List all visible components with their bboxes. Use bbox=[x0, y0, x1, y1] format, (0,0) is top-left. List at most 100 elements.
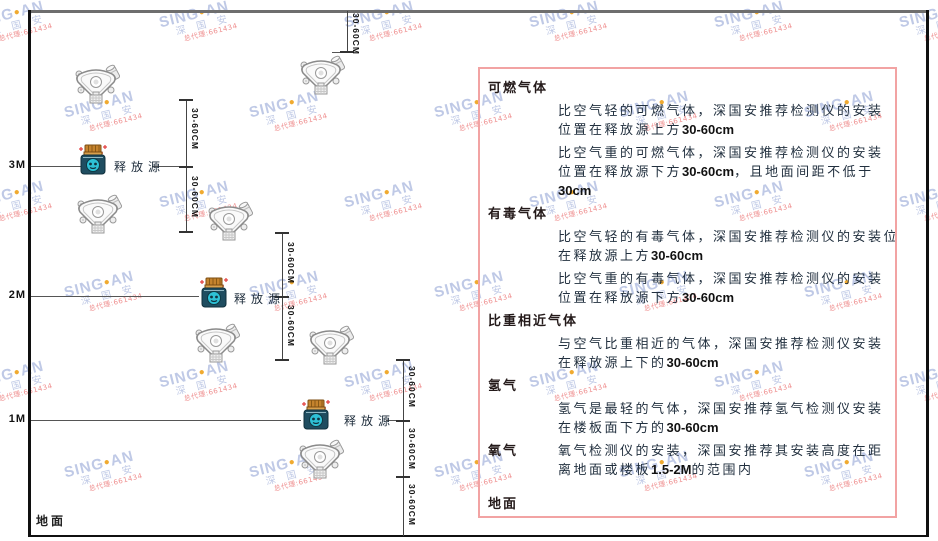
panel-section: 有毒气体 比空气轻的有毒气体，深国安推荐检测仪的安装位置 在释放源上方30-60cm… bbox=[488, 206, 895, 308]
panel-paragraph-line: 位置在释放源下方30-60cm，且地面间距不低于 bbox=[558, 164, 874, 180]
dimension-line-1m bbox=[403, 360, 404, 536]
watermark-brand: SING●AN bbox=[712, 0, 824, 31]
panel-section: 地面检测仪地面间距，深国安推荐在30-60cm，且不得小于30cm，因为过低容易… bbox=[488, 496, 889, 516]
leader-line-2m bbox=[31, 296, 199, 297]
watermark-brand: SING●AN bbox=[897, 349, 938, 391]
watermark-brand: SING●AN bbox=[0, 0, 46, 32]
watermark-brand: SING●AN bbox=[342, 349, 454, 392]
panel-paragraph-line: 比空气重的有毒气体，深国安推荐检测仪的安装 bbox=[558, 272, 884, 287]
watermark-dot-icon: ● bbox=[13, 366, 22, 378]
dimension-tick bbox=[275, 359, 289, 361]
watermark-agent-code: 总代理:661434 bbox=[183, 375, 272, 404]
dimension-tick bbox=[396, 359, 410, 361]
panel-section-heading: 比重相近气体 bbox=[488, 314, 579, 329]
panel-section-heading: 氢气 bbox=[488, 379, 519, 394]
watermark-brand: SING●AN bbox=[0, 169, 83, 212]
watermark-brand: SING●AN bbox=[342, 169, 454, 212]
gas-detector-icon bbox=[208, 201, 253, 241]
dimension-label: 30-60CM bbox=[286, 305, 296, 347]
panel-paragraph-line: 与空气比重相近的气体，深国安推荐检测仪安装 bbox=[558, 337, 884, 352]
panel-section-heading: 可燃气体 bbox=[488, 81, 549, 96]
ground-label: 地面 bbox=[36, 514, 67, 528]
panel-inline-section: 氧气 氧气检测仪的安装，深国安推荐其安装高度在距 离地面或楼板1.5-2M的范围内 bbox=[488, 443, 889, 480]
panel-paragraph-line: 离地面或楼板1.5-2M的范围内 bbox=[558, 462, 754, 478]
panel-paragraph-line: 位置在释放源下方30-60cm bbox=[558, 290, 735, 306]
panel-paragraph-line: 在释放源上下的30-60cm bbox=[558, 355, 719, 371]
dimension-label: 30-60CM bbox=[407, 366, 417, 408]
watermark-dot-icon: ● bbox=[383, 366, 392, 378]
watermark-agent-code: 总代理:661434 bbox=[183, 15, 272, 44]
leader-line-1m bbox=[31, 420, 301, 421]
release-source-icon bbox=[200, 277, 228, 308]
watermark-brand: SING●AN bbox=[62, 447, 136, 482]
axis-label-2m: 2M bbox=[8, 289, 26, 301]
dimension-label: 30-60CM bbox=[286, 242, 296, 284]
panel-paragraph-line: 30cm bbox=[558, 183, 592, 198]
panel-paragraph-line: 位置在释放源上方30-60cm bbox=[558, 122, 735, 138]
panel-paragraph: 氢气是最轻的气体，深国安推荐氢气检测仪安装 在楼板面下方的30-60cm bbox=[558, 401, 889, 438]
watermark-dot-icon: ● bbox=[12, 6, 23, 19]
release-source-label: 释放源 bbox=[114, 160, 166, 174]
watermark-cn: 深 国 安 bbox=[360, 184, 456, 217]
left-wall-line bbox=[28, 10, 31, 537]
panel-paragraph: 比空气轻的可燃气体，深国安推荐检测仪的安装 位置在释放源上方30-60cm bbox=[558, 103, 889, 140]
release-source-label: 释放源 bbox=[234, 292, 286, 306]
watermark-agent-code: 总代理:661434 bbox=[553, 15, 642, 44]
dimension-tick bbox=[275, 296, 289, 298]
panel-paragraph: 氧气检测仪的安装，深国安推荐其安装高度在距 离地面或楼板1.5-2M的范围内 bbox=[558, 443, 884, 480]
watermark-brand: SING●AN bbox=[527, 0, 639, 31]
installation-notes-body: 可燃气体 比空气轻的可燃气体，深国安推荐检测仪的安装 位置在释放源上方30-60cm… bbox=[488, 80, 895, 516]
watermark-dot-icon: ● bbox=[13, 186, 22, 198]
watermark-dot-icon: ● bbox=[288, 96, 297, 108]
watermark-dot-icon: ● bbox=[198, 366, 207, 378]
dimension-tick bbox=[179, 166, 193, 168]
watermark-dot-icon: ● bbox=[103, 276, 112, 288]
watermark-agent-code: 总代理:661434 bbox=[88, 285, 177, 314]
panel-section: 比重相近气体与空气比重相近的气体，深国安推荐检测仪安装 在释放源上下的30-60c… bbox=[488, 313, 889, 373]
watermark-agent-code: 总代理:661434 bbox=[368, 195, 457, 224]
watermark-agent-code: 总代理:661434 bbox=[368, 15, 457, 44]
panel-paragraph-line: 在楼板面下方的30-60cm bbox=[558, 420, 719, 436]
watermark-agent-code: 总代理:661434 bbox=[0, 15, 87, 44]
watermark-dot-icon: ● bbox=[102, 456, 113, 469]
gas-detector-icon bbox=[299, 439, 344, 479]
gas-detector-icon bbox=[309, 325, 354, 365]
installation-notes-panel: 可燃气体 比空气轻的可燃气体，深国安推荐检测仪的安装 位置在释放源上方30-60cm… bbox=[478, 67, 897, 518]
leader-line-3m bbox=[31, 166, 81, 167]
watermark-agent-code: 总代理:661434 bbox=[88, 472, 144, 494]
dimension-tick bbox=[179, 231, 193, 233]
gas-detector-icon bbox=[195, 323, 240, 363]
watermark-brand: SING●AN bbox=[897, 169, 938, 211]
dimension-tick bbox=[275, 232, 289, 234]
panel-paragraph: 比空气重的可燃气体，深国安推荐检测仪的安装 位置在释放源下方30-60cm，且地面… bbox=[558, 145, 889, 201]
watermark-brand: SING●AN bbox=[0, 349, 83, 392]
watermark-agent-code: 总代理:661434 bbox=[738, 15, 827, 44]
watermark-cn: 深 国 安 bbox=[80, 274, 176, 307]
panel-paragraph-line: 氢气是最轻的气体，深国安推荐氢气检测仪安装 bbox=[558, 402, 884, 417]
dimension-label: 30-60CM bbox=[190, 176, 200, 218]
dimension-tick bbox=[340, 51, 354, 53]
gas-detector-icon bbox=[75, 64, 120, 104]
leader-line-ceiling bbox=[332, 52, 347, 53]
ceiling-line bbox=[28, 10, 929, 13]
panel-section: 氧气 氧气检测仪的安装，深国安推荐其安装高度在距 离地面或楼板1.5-2M的范围内 bbox=[488, 443, 889, 480]
dimension-label: 30-60CM bbox=[407, 484, 417, 526]
panel-section-heading: 氧气 bbox=[488, 444, 519, 459]
watermark-brand: SING●AN bbox=[62, 259, 174, 302]
watermark-dot-icon: ● bbox=[383, 186, 392, 198]
watermark-brand: SING●AN bbox=[897, 0, 938, 31]
leader-line-3m-to-dim bbox=[152, 166, 186, 167]
dimension-line-ceiling bbox=[347, 11, 348, 53]
dimension-label: 30-60CM bbox=[407, 428, 417, 470]
release-source-icon bbox=[302, 399, 330, 430]
axis-label-3m: 3M bbox=[8, 159, 26, 171]
dimension-tick bbox=[179, 99, 193, 101]
